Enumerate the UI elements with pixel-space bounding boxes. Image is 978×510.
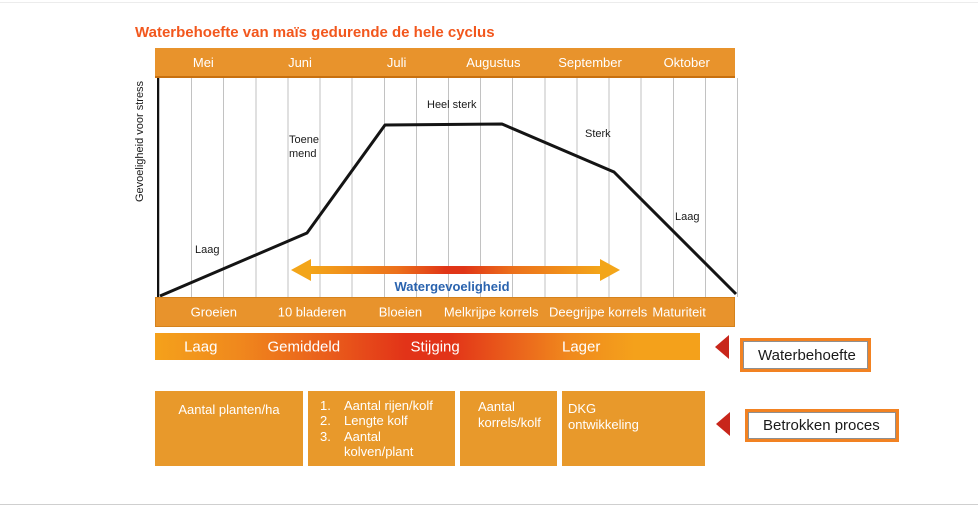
process-cell-kolf-list: 1. Aantal rijen/kolf 2. Lengte kolf 3. A… [308, 391, 455, 466]
month-axis-bar: Mei Juni Juli Augustus September Oktober [155, 48, 735, 78]
waterbehoefte-callout-box: Waterbehoefte [740, 338, 871, 372]
stage-label-maturiteit: Maturiteit [652, 304, 706, 320]
month-label-augustus: Augustus [466, 54, 521, 70]
list-item-text: Aantal rijen/kolf [344, 398, 433, 413]
list-number: 2. [320, 413, 331, 429]
list-number: 3. [320, 428, 331, 444]
list-item: 2. Lengte kolf [320, 413, 451, 428]
need-level-gemiddeld: Gemiddeld [267, 338, 341, 355]
month-label-mei: Mei [192, 54, 214, 70]
chart-title: Waterbehoefte van maïs gedurende de hele… [135, 24, 495, 41]
arrow-right-head-icon [600, 259, 620, 281]
curve-label-laag-left: Laag [195, 244, 220, 256]
betrokken-proces-label: Betrokken proces [763, 417, 880, 434]
curve-label-laag-right: Laag [675, 211, 700, 223]
arrow-left-head-icon [291, 259, 311, 281]
list-item: 3. Aantal kolven/plant [320, 429, 451, 460]
stage-label-10-bladeren: 10 bladeren [277, 304, 347, 320]
stage-label-deegrijpe-korrels: Deegrijpe korrels [549, 304, 648, 320]
water-need-gradient-bar: Laag Gemiddeld Stijging Lager [155, 333, 700, 360]
need-level-lager: Lager [562, 338, 601, 355]
waterbehoefte-label: Waterbehoefte [758, 346, 856, 364]
list-number: 1. [320, 398, 331, 413]
stage-label-groeien: Groeien [190, 304, 237, 320]
y-axis-label: Gevoeligheid voor stress [134, 80, 146, 202]
page-bottom-divider [0, 504, 978, 505]
need-level-laag: Laag [184, 338, 218, 355]
water-sensitivity-label: Watergevoeligheid [394, 279, 510, 294]
curve-label-toenemend: Toene mend [289, 134, 319, 160]
curve-label-sterk: Sterk [585, 128, 611, 140]
process-cell-planten-ha: Aantal planten/ha [155, 391, 303, 466]
month-label-juli: Juli [386, 54, 407, 70]
month-label-juni: Juni [288, 54, 312, 70]
process-cell-korrels-kolf: Aantal korrels/kolf [460, 391, 557, 466]
stress-sensitivity-curve [159, 122, 738, 297]
process-bar: Aantal planten/ha 1. Aantal rijen/kolf 2… [155, 391, 705, 466]
need-level-stijging: Stijging [410, 338, 460, 355]
betrokken-proces-callout-box: Betrokken proces [745, 409, 899, 442]
list-item-text: Lengte kolf [344, 413, 408, 429]
callout-triangle-betrokken-proces-icon [716, 412, 730, 436]
curve-label-heel-sterk: Heel sterk [427, 99, 477, 111]
growth-stage-axis-bar: Groeien 10 bladeren Bloeien Melkrijpe ko… [155, 297, 735, 327]
page-top-divider [0, 2, 978, 3]
water-sensitivity-arrow-shaft [310, 266, 600, 274]
stage-label-melkrijpe-korrels: Melkrijpe korrels [443, 304, 539, 320]
process-cell-dkg: DKG ontwikkeling [562, 391, 705, 466]
plot-area: Laag Toene mend Heel sterk Sterk Laag Wa… [157, 78, 738, 297]
stage-label-bloeien: Bloeien [378, 304, 423, 320]
callout-triangle-waterbehoefte-icon [715, 335, 729, 359]
list-item-text: Aantal kolven/plant [344, 428, 414, 459]
month-label-oktober: Oktober [663, 54, 710, 70]
list-item: 1. Aantal rijen/kolf [320, 398, 451, 413]
month-label-september: September [558, 54, 622, 70]
